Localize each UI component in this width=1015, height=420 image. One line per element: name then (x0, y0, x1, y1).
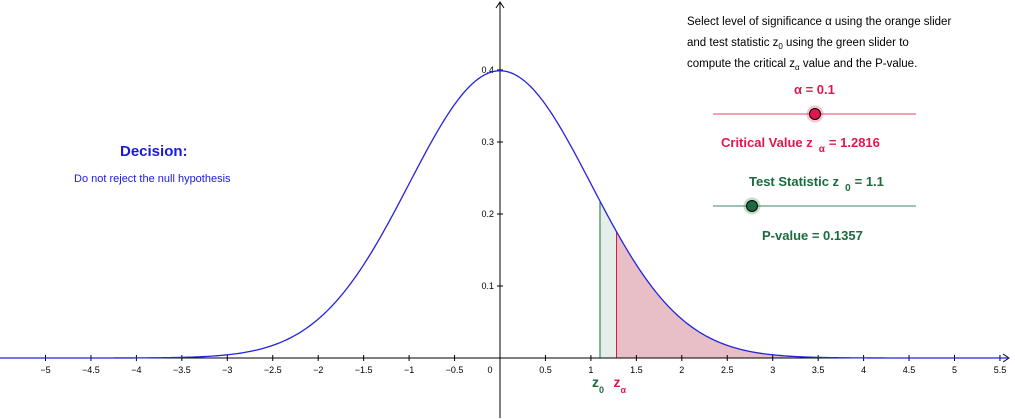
test-statistic-prefix: Test Statistic z (749, 174, 840, 189)
p-value-label: P-value = 0.1357 (762, 228, 863, 243)
y-tick-label: 0.1 (481, 281, 494, 291)
x-tick-label: 5 (952, 365, 957, 375)
test-statistic-suffix: = 1.1 (854, 174, 884, 189)
x-tick-label: 1.5 (630, 365, 643, 375)
instructions-line-3-pre: compute the critical z (687, 58, 796, 70)
x-tick-label: −0.5 (446, 365, 464, 375)
instructions-line-2-pre: and test statistic z (687, 36, 779, 49)
instructions-line-3-post: value and the P-value. (799, 58, 918, 70)
x-tick-label: −4 (131, 365, 141, 375)
x-tick-label: −3.5 (173, 365, 191, 375)
marker-label-2: zα (613, 374, 626, 395)
marker-sub-1: 0 (599, 385, 604, 395)
x-tick-label: 1 (588, 365, 593, 375)
shaded-region-2 (616, 231, 1010, 358)
y-axis-arrow (495, 1, 505, 9)
instructions-line-2-sub: 0 (778, 41, 783, 51)
x-tick-label: −1.5 (355, 365, 373, 375)
instructions-line-3: compute the critical zα value and the P-… (687, 54, 951, 76)
x-tick-label: −4.5 (82, 365, 100, 375)
instructions-line-1: Select level of significance α using the… (687, 16, 952, 28)
instructions-line-3-sub: α (795, 63, 800, 72)
test-statistic-sub: 0 (845, 183, 851, 194)
critical-value-sub: α (818, 144, 825, 155)
density-curve (0, 70, 1010, 359)
decision-text: Do not reject the null hypothesis (74, 173, 231, 185)
x-tick-label: −3 (222, 365, 232, 375)
x-tick-label: −2.5 (264, 365, 282, 375)
marker-label-1: z0 (592, 374, 604, 395)
x-tick-label: 5.5 (994, 365, 1007, 375)
test-statistic-slider-knob[interactable] (746, 200, 758, 212)
instructions: Select level of significance α using the… (687, 12, 951, 76)
instructions-line-2-post: using the green slider to (782, 36, 909, 49)
critical-value-prefix: Critical Value z (721, 135, 813, 150)
test-statistic-label: Test Statistic z 0 = 1.1 (749, 174, 884, 194)
alpha-label: α = 0.1 (794, 82, 835, 97)
x-tick-label: 4.5 (903, 365, 916, 375)
alpha-slider-knob[interactable] (809, 108, 821, 120)
x-tick-label: 4 (861, 365, 866, 375)
x-tick-label: 0.5 (539, 365, 552, 375)
x-tick-label: 2.5 (721, 365, 734, 375)
decision-title: Decision: (120, 143, 188, 160)
y-tick-label: 0.3 (481, 137, 494, 147)
x-tick-label: −1 (404, 365, 414, 375)
y-tick-label: 0.2 (481, 209, 494, 219)
critical-value-label: Critical Value z α = 1.2816 (721, 135, 880, 155)
y-tick-label: 0.4 (481, 65, 494, 75)
critical-value-suffix: = 1.2816 (828, 135, 880, 150)
x-tick-label: 3.5 (812, 365, 825, 375)
x-tick-label: 3 (770, 365, 775, 375)
shaded-region-1 (599, 201, 617, 358)
x-tick-label: 0 (487, 365, 492, 375)
instructions-line-2: and test statistic z0 using the green sl… (687, 33, 951, 55)
x-tick-label: −5 (40, 365, 50, 375)
x-tick-label: −2 (313, 365, 323, 375)
x-tick-label: 2 (679, 365, 684, 375)
marker-sub-2: α (620, 385, 626, 395)
